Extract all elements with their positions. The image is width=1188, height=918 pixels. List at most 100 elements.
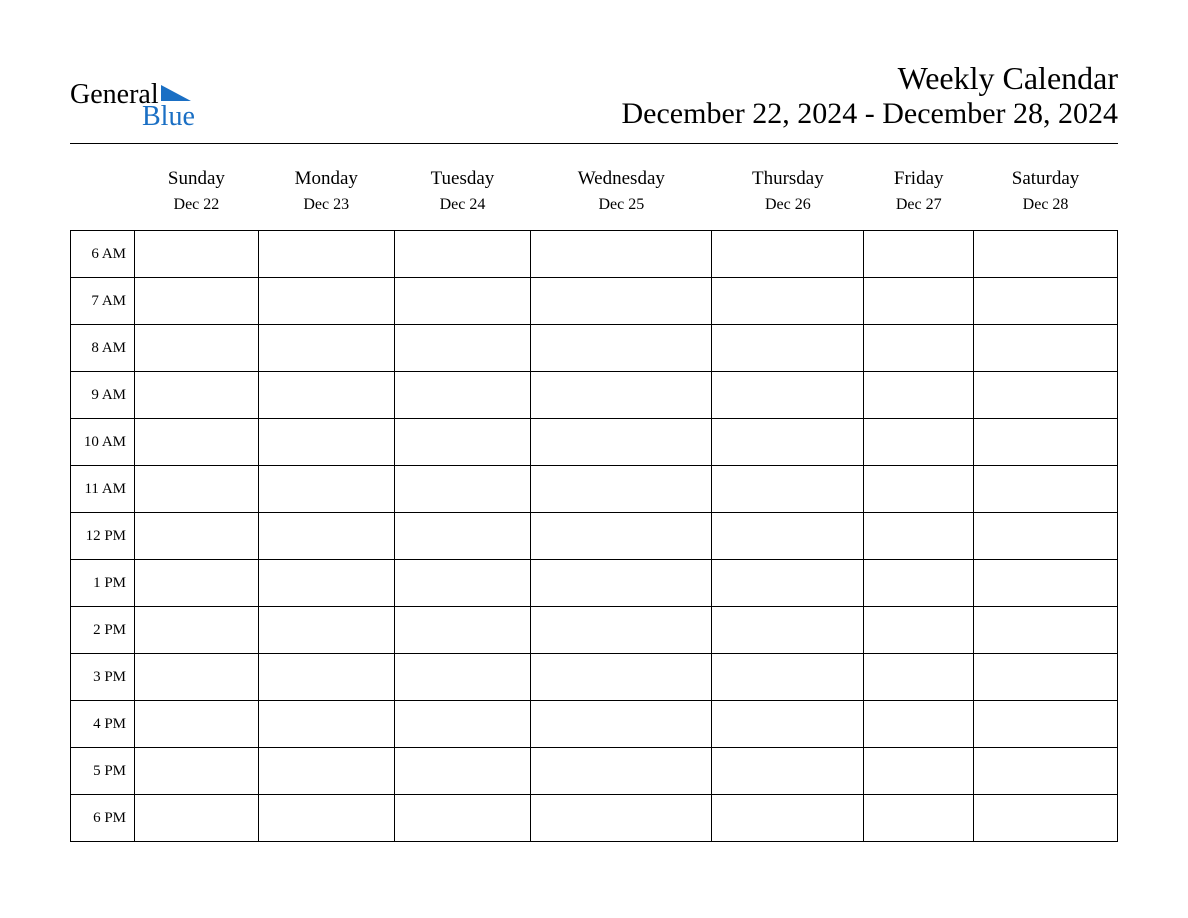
calendar-cell	[531, 513, 712, 560]
calendar-cell	[712, 231, 864, 278]
day-name: Monday	[262, 168, 390, 190]
calendar-cell	[864, 419, 974, 466]
calendar-cell	[531, 748, 712, 795]
calendar-cell	[394, 419, 531, 466]
hour-label: 6 PM	[71, 795, 135, 842]
calendar-cell	[258, 607, 394, 654]
calendar-cell	[394, 795, 531, 842]
calendar-cell	[394, 701, 531, 748]
calendar-cell	[258, 419, 394, 466]
calendar-cell	[258, 231, 394, 278]
logo-triangle-icon	[161, 83, 191, 103]
calendar-cell	[258, 278, 394, 325]
calendar-cell	[864, 560, 974, 607]
calendar-cell	[974, 513, 1118, 560]
day-header: Saturday Dec 28	[974, 162, 1118, 231]
hour-label: 4 PM	[71, 701, 135, 748]
calendar-cell	[864, 372, 974, 419]
day-date: Dec 28	[978, 196, 1114, 214]
calendar-cell	[864, 325, 974, 372]
calendar-cell	[712, 748, 864, 795]
hour-label: 9 AM	[71, 372, 135, 419]
calendar-cell	[258, 795, 394, 842]
logo: General Blue	[70, 81, 195, 131]
calendar-cell	[974, 748, 1118, 795]
calendar-cell	[712, 795, 864, 842]
calendar-cell	[864, 701, 974, 748]
calendar-cell	[864, 513, 974, 560]
calendar-cell	[394, 654, 531, 701]
calendar-cell	[712, 701, 864, 748]
day-header-row: Sunday Dec 22 Monday Dec 23 Tuesday Dec …	[71, 162, 1118, 231]
calendar-cell	[394, 466, 531, 513]
calendar-cell	[531, 701, 712, 748]
calendar-cell	[531, 654, 712, 701]
calendar-cell	[712, 654, 864, 701]
day-header: Friday Dec 27	[864, 162, 974, 231]
calendar-cell	[974, 701, 1118, 748]
calendar-cell	[258, 560, 394, 607]
calendar-cell	[394, 607, 531, 654]
day-name: Thursday	[716, 168, 860, 190]
calendar-cell	[864, 278, 974, 325]
hour-label: 5 PM	[71, 748, 135, 795]
calendar-cell	[135, 607, 259, 654]
calendar-cell	[135, 748, 259, 795]
day-header: Sunday Dec 22	[135, 162, 259, 231]
calendar-cell	[258, 325, 394, 372]
calendar-cell	[974, 231, 1118, 278]
calendar-cell	[531, 560, 712, 607]
hour-row: 6 AM	[71, 231, 1118, 278]
calendar-cell	[135, 654, 259, 701]
day-date: Dec 23	[262, 196, 390, 214]
hour-label: 7 AM	[71, 278, 135, 325]
calendar-cell	[258, 513, 394, 560]
calendar-cell	[864, 231, 974, 278]
calendar-cell	[974, 607, 1118, 654]
calendar-cell	[531, 466, 712, 513]
day-date: Dec 27	[868, 196, 970, 214]
logo-text-blue: Blue	[142, 103, 195, 131]
calendar-cell	[394, 560, 531, 607]
hour-row: 2 PM	[71, 607, 1118, 654]
hour-label: 2 PM	[71, 607, 135, 654]
day-date: Dec 24	[398, 196, 527, 214]
calendar-cell	[712, 372, 864, 419]
calendar-cell	[135, 419, 259, 466]
calendar-cell	[712, 419, 864, 466]
day-header: Wednesday Dec 25	[531, 162, 712, 231]
hour-label: 10 AM	[71, 419, 135, 466]
day-header: Thursday Dec 26	[712, 162, 864, 231]
hour-row: 12 PM	[71, 513, 1118, 560]
calendar-cell	[394, 748, 531, 795]
calendar-body: 6 AM7 AM8 AM9 AM10 AM11 AM12 PM1 PM2 PM3…	[71, 231, 1118, 842]
day-date: Dec 25	[535, 196, 708, 214]
calendar-cell	[531, 419, 712, 466]
calendar-cell	[864, 795, 974, 842]
time-column-blank-header	[71, 162, 135, 231]
day-name: Saturday	[978, 168, 1114, 190]
day-name: Wednesday	[535, 168, 708, 190]
calendar-cell	[135, 278, 259, 325]
calendar-cell	[974, 466, 1118, 513]
calendar-cell	[135, 795, 259, 842]
hour-row: 9 AM	[71, 372, 1118, 419]
calendar-cell	[712, 560, 864, 607]
calendar-cell	[394, 513, 531, 560]
calendar-cell	[258, 701, 394, 748]
calendar-cell	[974, 795, 1118, 842]
calendar-cell	[135, 560, 259, 607]
hour-row: 7 AM	[71, 278, 1118, 325]
page-date-range: December 22, 2024 - December 28, 2024	[622, 97, 1119, 131]
page-title: Weekly Calendar	[622, 60, 1119, 97]
calendar-cell	[712, 278, 864, 325]
day-date: Dec 26	[716, 196, 860, 214]
calendar-cell	[531, 372, 712, 419]
calendar-cell	[974, 325, 1118, 372]
calendar-cell	[135, 325, 259, 372]
calendar-cell	[974, 560, 1118, 607]
calendar-cell	[394, 372, 531, 419]
hour-label: 11 AM	[71, 466, 135, 513]
hour-label: 1 PM	[71, 560, 135, 607]
calendar-cell	[394, 325, 531, 372]
